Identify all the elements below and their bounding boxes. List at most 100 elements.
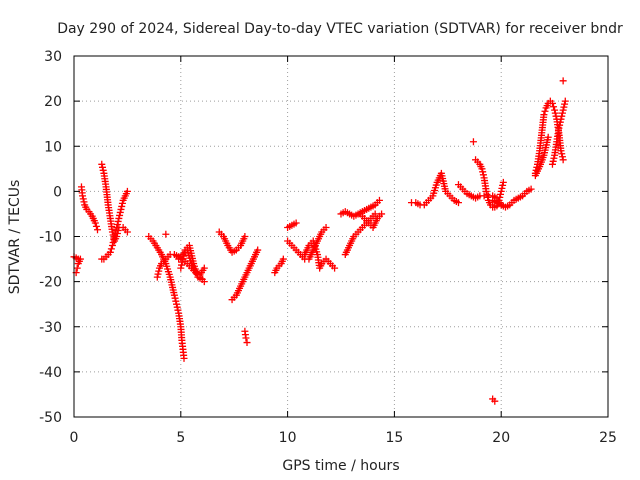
series-arc-06 [145, 233, 188, 362]
data-point [174, 306, 182, 314]
data-point [559, 106, 567, 114]
series-arc-25 [469, 138, 477, 146]
data-point [179, 255, 187, 263]
data-point [76, 255, 84, 263]
data-point [106, 248, 114, 256]
data-point [107, 245, 115, 253]
data-point [558, 109, 566, 117]
data-point [242, 334, 250, 342]
data-point [544, 133, 552, 141]
data-point [162, 230, 170, 238]
y-tick-label: -30 [39, 320, 62, 336]
data-point [548, 99, 556, 107]
series-arc-18 [337, 196, 383, 220]
data-point [540, 111, 548, 119]
data-point [109, 239, 117, 247]
series-arc-29 [531, 133, 552, 180]
data-point [173, 303, 181, 311]
data-point [73, 264, 81, 272]
data-point [198, 275, 206, 283]
series-arc-20 [356, 210, 386, 231]
data-point [200, 264, 208, 272]
data-point [180, 252, 188, 260]
series-arc-09 [177, 242, 206, 283]
data-point [98, 160, 106, 168]
data-point [98, 163, 106, 171]
data-point [454, 199, 462, 207]
data-point [541, 107, 549, 115]
series-arc-19 [341, 210, 379, 259]
series-arc-14 [271, 255, 287, 277]
data-point [479, 168, 487, 176]
data-point [112, 226, 120, 234]
y-tick-label: -10 [39, 230, 62, 246]
data-point [496, 190, 504, 198]
x-tick-label: 20 [492, 430, 510, 446]
series-arc-17 [284, 219, 300, 231]
data-point [111, 233, 119, 240]
data-point [154, 270, 162, 278]
data-point [498, 184, 506, 192]
data-point [496, 193, 504, 201]
data-point [527, 185, 535, 193]
series-arc-23 [472, 156, 507, 211]
data-point [549, 157, 557, 165]
series-arc-30 [559, 77, 567, 85]
data-point [118, 202, 126, 210]
data-point [561, 97, 569, 105]
data-point [483, 190, 491, 198]
series-arc-24 [489, 185, 535, 211]
data-point [557, 147, 565, 155]
x-tick-label: 10 [279, 430, 297, 446]
series-arc-12 [228, 246, 262, 304]
data-point [478, 165, 486, 173]
data-point [171, 294, 179, 302]
data-point [558, 150, 566, 158]
data-point [79, 195, 87, 203]
data-point [499, 181, 507, 189]
data-point [243, 339, 251, 347]
data-point [479, 171, 487, 179]
data-point [111, 229, 119, 237]
data-point [499, 178, 507, 186]
series-arc-13 [241, 327, 251, 347]
data-point [560, 103, 568, 111]
data-point [559, 77, 567, 85]
series-arc-26 [489, 395, 499, 405]
data-point [371, 210, 379, 218]
x-tick-label: 5 [176, 430, 185, 446]
y-tick-label: -40 [39, 365, 62, 381]
series-arc-04 [98, 160, 131, 245]
plot-frame [73, 55, 609, 418]
series-arc-05 [98, 187, 131, 263]
data-point [551, 106, 559, 114]
data-point [80, 198, 88, 206]
data-point [550, 154, 558, 162]
x-axis-label: GPS time / hours [282, 458, 399, 474]
data-point [116, 211, 124, 219]
data-point [279, 255, 287, 263]
data-point [550, 103, 558, 111]
data-point [180, 249, 188, 257]
grid-lines [74, 56, 608, 417]
y-tick-labels: -50 -40 -30 -20 -10 0 10 20 30 [39, 49, 62, 426]
x-tick-labels: 0 5 10 15 20 25 [70, 430, 617, 446]
data-point [559, 156, 567, 164]
data-point [375, 196, 383, 204]
data-point [117, 205, 125, 213]
y-tick-label: 20 [44, 94, 62, 110]
data-point [322, 223, 330, 231]
series-arc-21 [407, 169, 462, 209]
series-arc-10 [162, 230, 170, 238]
data-point [116, 208, 124, 216]
y-tick-label: 10 [44, 139, 62, 155]
data-point [254, 246, 262, 254]
data-point [561, 100, 569, 108]
data-point [114, 217, 122, 225]
data-point [241, 233, 249, 240]
data-point [557, 115, 565, 123]
data-point [92, 222, 100, 230]
data-point [491, 397, 499, 405]
data-point [558, 153, 566, 161]
